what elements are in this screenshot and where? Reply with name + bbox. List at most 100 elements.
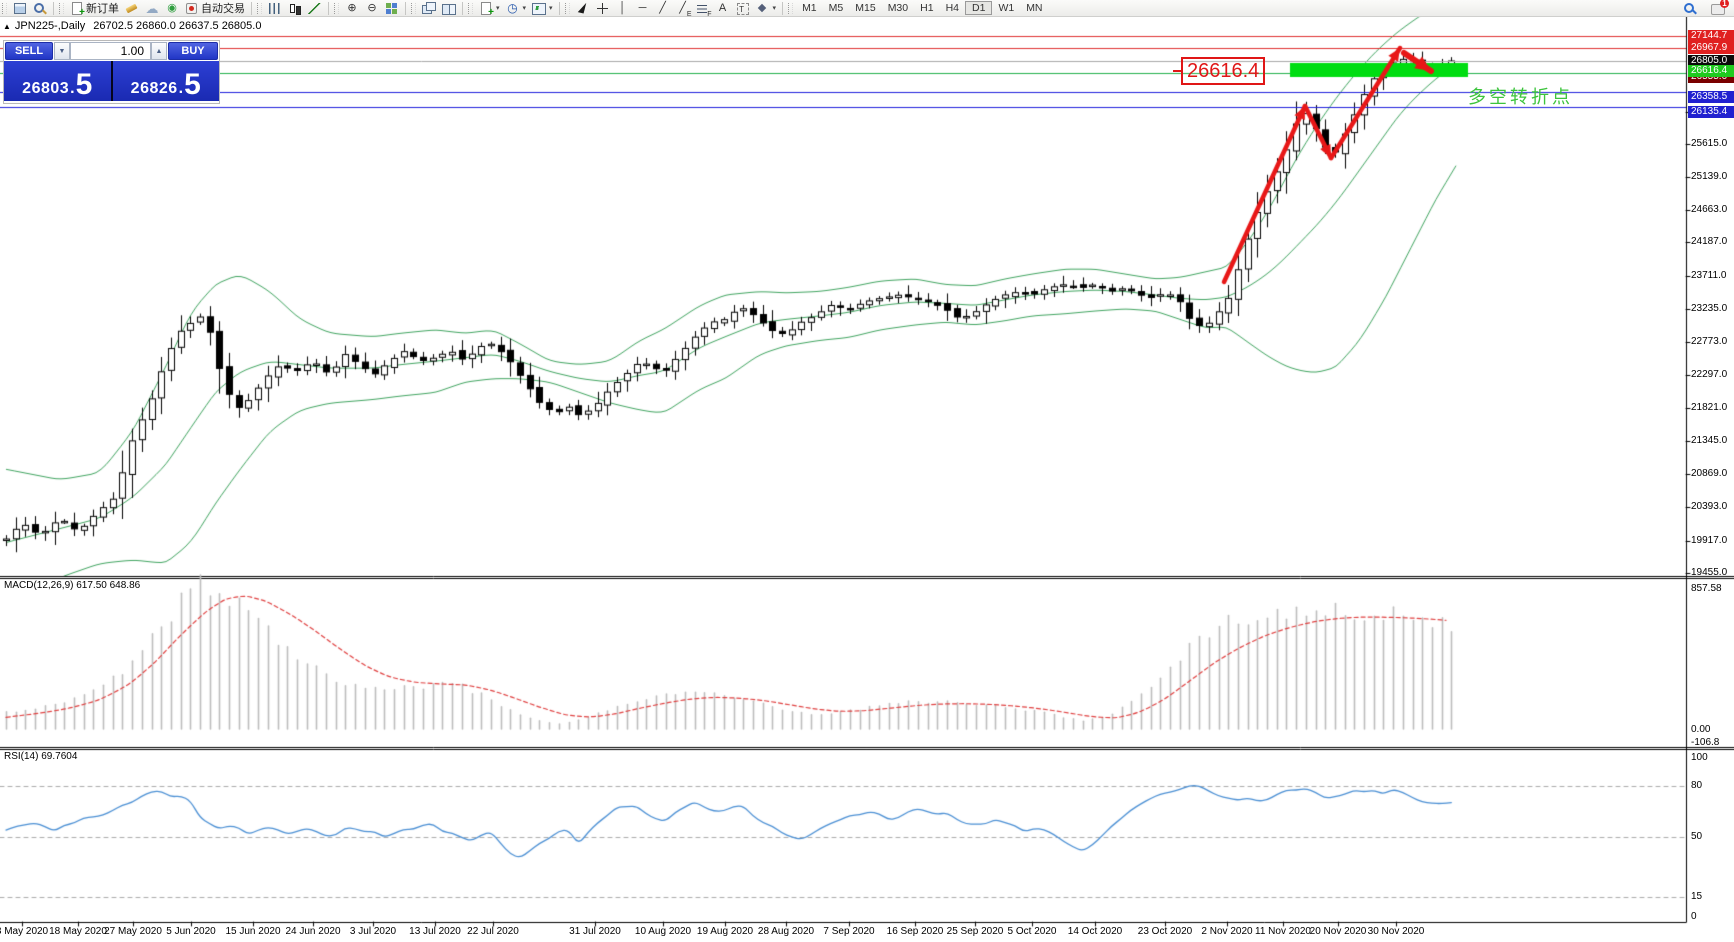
tile-windows-button[interactable]	[382, 1, 402, 16]
icon-inner-label: T	[739, 4, 744, 14]
volume-down-button[interactable]: ▼	[54, 42, 70, 60]
date-label: 5 Oct 2020	[1007, 926, 1057, 937]
date-label: 3 Jul 2020	[349, 926, 397, 937]
toolbar-separator	[405, 1, 406, 15]
date-label: 5 Jun 2020	[166, 926, 216, 937]
volume-up-button[interactable]: ▲	[151, 42, 167, 60]
timeframe-h4[interactable]: H4	[945, 2, 959, 14]
signals-icon: ◉	[167, 1, 177, 14]
bar-chart-button[interactable]	[265, 1, 285, 16]
buy-button[interactable]: BUY	[168, 42, 218, 60]
rsi-axis-label: 100	[1691, 752, 1708, 763]
chart-type-group	[255, 0, 325, 16]
fibonacci-button[interactable]: F	[693, 1, 713, 18]
rsi-axis-label: 80	[1691, 780, 1703, 791]
templates-button[interactable]: ▾	[529, 1, 556, 16]
cursor-button[interactable]	[573, 1, 593, 16]
date-label: 31 Jul 2020	[569, 926, 621, 937]
rsi-axis-label: 0	[1691, 911, 1697, 922]
callout-text: 26616.4	[1187, 60, 1260, 82]
timeframe-d1[interactable]: D1	[965, 1, 993, 15]
macd-axis-label: 857.58	[1691, 583, 1722, 594]
new-order-button-label: 新订单	[86, 3, 119, 15]
icon-sub-label: E	[686, 10, 692, 18]
timeframe-w1[interactable]: W1	[998, 2, 1015, 14]
new-order-button[interactable]: 新订单	[67, 1, 122, 18]
chart-shift-button[interactable]	[439, 1, 459, 16]
rsi-label: RSI(14) 69.7604	[4, 751, 78, 762]
date-label: 30 Nov 2020	[1367, 926, 1425, 937]
sell-price-display[interactable]: 26803 . 5	[4, 61, 113, 101]
timeframe-m5[interactable]: M5	[828, 2, 844, 14]
tick-chart-button[interactable]	[30, 1, 50, 16]
autotrading-button[interactable]: 自动交易	[182, 1, 248, 16]
signals-button[interactable]: ◉	[162, 1, 182, 16]
dropdown-arrow-icon: ▾	[549, 5, 553, 12]
sell-price-int: 26803	[22, 80, 70, 97]
indicators-button[interactable]: ▾	[476, 1, 503, 18]
macd-label: MACD(12,26,9) 617.50 648.86	[4, 580, 141, 591]
date-label: 8 May 2020	[0, 926, 49, 937]
timeframe-m30[interactable]: M30	[887, 2, 909, 14]
price-tick-label: 22297.0	[1691, 369, 1728, 380]
price-tick-label: 19917.0	[1691, 535, 1728, 546]
price-tick-label: 22773.0	[1691, 336, 1728, 347]
new-order-icon	[70, 1, 85, 18]
zoom-in-button[interactable]: ⊕	[342, 1, 362, 16]
cursor-icon	[576, 2, 590, 15]
date-label: 25 Sep 2020	[946, 926, 1004, 937]
crosshair-button[interactable]	[593, 1, 613, 16]
date-label: 20 Nov 2020	[1309, 926, 1367, 937]
line-chart-button[interactable]	[305, 1, 325, 16]
buy-price-display[interactable]: 26826 . 5	[112, 61, 219, 101]
sell-button[interactable]: SELL	[5, 42, 53, 60]
buy-price-frac: 5	[184, 68, 201, 101]
text-button[interactable]: A	[713, 1, 733, 16]
price-tick-label: 21821.0	[1691, 402, 1728, 413]
autoscroll-button[interactable]	[419, 1, 439, 16]
volume-input[interactable]	[70, 42, 151, 60]
bar-chart-icon	[268, 2, 282, 15]
periods-button[interactable]: ◷ ▾	[503, 1, 530, 16]
text-label-button[interactable]: T	[733, 1, 753, 16]
search-icon	[1683, 2, 1697, 15]
callout-tick	[1173, 70, 1181, 72]
notifications-button[interactable]: 1	[1708, 0, 1729, 16]
one-click-trading-panel: SELL ▼ ▲ BUY 26803 . 5 26826 . 5	[3, 40, 220, 104]
toolbar-separator	[558, 1, 560, 15]
horizontal-line-icon: ─	[638, 1, 647, 14]
price-callout[interactable]: 26616.4	[1173, 57, 1266, 85]
price-tick-label: 24187.0	[1691, 236, 1728, 247]
horizontal-line-button[interactable]: ─	[633, 1, 653, 16]
candlestick-chart-button[interactable]	[285, 1, 305, 16]
timeframe-mn[interactable]: MN	[1026, 2, 1043, 14]
market-button[interactable]: ☁	[142, 1, 162, 16]
ohlc-readout: 26702.5 26860.0 26637.5 26805.0	[93, 20, 262, 32]
timeframe-m1[interactable]: M1	[802, 2, 817, 14]
price-tick-label: 19455.0	[1691, 567, 1728, 578]
buy-price-int: 26826	[130, 80, 178, 97]
zoom-out-button[interactable]: ⊖	[362, 1, 382, 16]
metaeditor-button[interactable]	[122, 1, 142, 16]
trendline-button[interactable]: ╱	[653, 1, 673, 16]
autotrading-icon	[185, 2, 199, 15]
trendline-icon: ╱	[659, 1, 666, 14]
toolbar-separator	[251, 1, 252, 15]
drag-handle	[564, 2, 570, 14]
draw-group: │ ─ ╱ ╱ E F A T ▾	[563, 0, 780, 18]
toolbar-separator	[782, 1, 784, 15]
collapse-icon[interactable]: ▲	[3, 22, 11, 31]
timeframe-h1[interactable]: H1	[920, 2, 934, 14]
price-line-label: 26358.5	[1688, 91, 1734, 103]
equidistant-channel-button[interactable]: ╱ E	[673, 1, 693, 18]
annotation-note[interactable]: 多空转折点	[1468, 87, 1573, 107]
search-button[interactable]	[1680, 1, 1700, 16]
date-label: 10 Aug 2020	[634, 926, 692, 937]
arrows-button[interactable]: ▾	[753, 1, 780, 16]
chart-window-button[interactable]	[10, 1, 30, 16]
drag-handle	[788, 2, 794, 14]
timeframe-m15[interactable]: M15	[855, 2, 876, 14]
price-line-label: 27144.7	[1688, 30, 1734, 42]
vertical-line-button[interactable]: │	[613, 1, 633, 16]
